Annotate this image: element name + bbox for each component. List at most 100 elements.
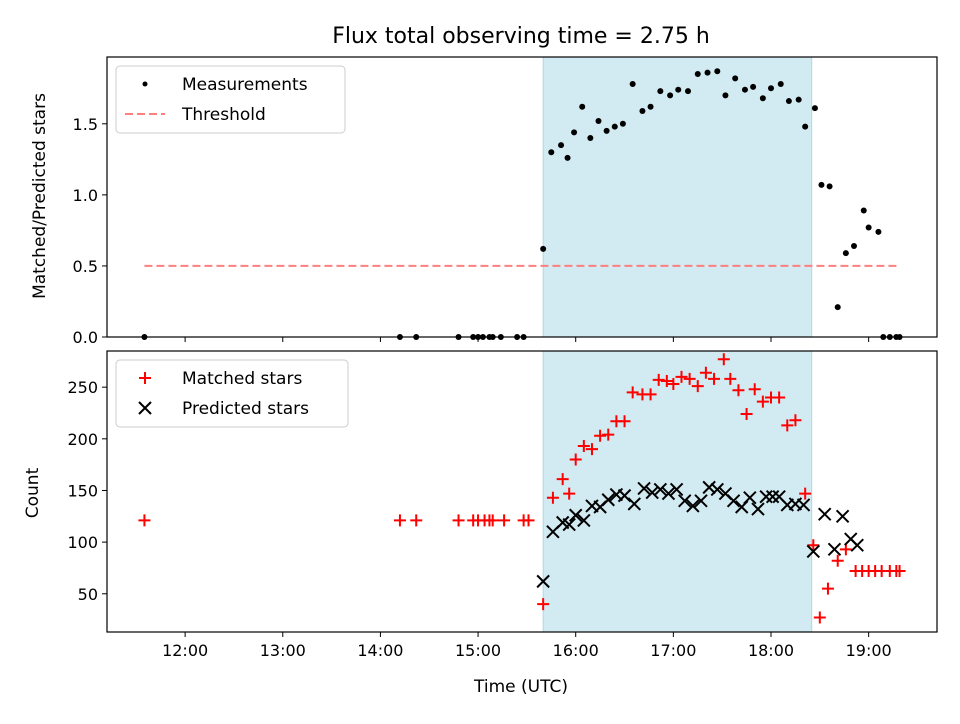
predicted-stars-point	[536, 574, 550, 589]
observing-window-shade	[542, 56, 813, 338]
measurement-point	[639, 108, 646, 115]
matched-stars-point	[699, 366, 712, 379]
measurement-point	[595, 117, 602, 124]
matched-stars-point	[537, 598, 550, 611]
y-tick-label: 100	[67, 533, 98, 552]
predicted-stars-point	[601, 493, 615, 507]
measurement-point	[851, 243, 857, 250]
measurement-point	[694, 71, 701, 78]
predicted-stars-point	[726, 494, 741, 508]
matched-stars-point	[893, 565, 906, 578]
y-tick-label: 200	[67, 430, 98, 449]
matched-stars-point	[708, 372, 721, 385]
measurement-point	[540, 245, 547, 252]
measurement-point	[647, 103, 654, 110]
matched-stars-point	[660, 374, 673, 387]
legend-label: Predicted stars	[182, 399, 309, 419]
measurement-point	[685, 88, 691, 95]
measurement-point	[579, 103, 586, 110]
legend: Measurements Threshold	[115, 65, 346, 134]
matched-stars-point	[683, 372, 696, 385]
predicted-stars-point	[562, 517, 576, 532]
matched-stars-point	[740, 408, 753, 421]
predicted-stars-point	[637, 481, 651, 496]
x-tick-label: 15:00	[455, 641, 501, 660]
top-y-axis-label: Matched/Predicted stars	[30, 93, 50, 299]
measurement-point	[722, 92, 729, 99]
matched-stars-point	[773, 391, 786, 404]
matched-stars-point	[498, 514, 511, 527]
predicted-stars-point	[743, 490, 757, 505]
matched-stars-point	[781, 419, 794, 432]
predicted-stars-point	[694, 494, 708, 508]
measurement-point	[802, 123, 809, 130]
bottom-panel: 50 100 150 200 250 12:00 13:00 14:00 15:00 16:00 1…	[67, 350, 938, 660]
matched-stars-point	[594, 429, 607, 442]
measurement-point	[714, 68, 721, 75]
measurement-point	[611, 123, 618, 130]
measurement-point	[629, 81, 636, 88]
predicted-stars-point	[653, 482, 668, 497]
measurement-point	[795, 96, 802, 103]
matched-stars-point	[569, 453, 582, 466]
x-tick-label: 17:00	[650, 641, 696, 660]
measurement-point	[603, 127, 610, 134]
measurement-point	[704, 69, 711, 76]
legend-label: Matched stars	[182, 369, 302, 389]
matched-stars-point	[717, 353, 730, 366]
x-tick-label: 12:00	[162, 641, 208, 660]
measurement-point	[865, 224, 872, 231]
measurement-point	[826, 183, 833, 190]
matched-stars-point	[618, 415, 631, 428]
predicted-stars-point	[645, 485, 659, 500]
legend-box	[115, 65, 346, 134]
matched-stars-point	[563, 487, 576, 500]
predicted-stars-point	[796, 498, 811, 512]
predicted-stars-point	[751, 502, 765, 516]
predicted-stars-point	[827, 542, 842, 557]
matched-stars-point	[452, 514, 465, 527]
matched-stars-point	[626, 386, 639, 399]
measurement-point	[741, 86, 748, 93]
matched-stars-point	[546, 491, 559, 504]
x-tick-label: 14:00	[357, 641, 403, 660]
matched-stars-point	[839, 543, 852, 556]
bottom-y-axis-label: Count	[23, 467, 43, 518]
legend-label: Threshold	[181, 105, 266, 125]
legend-measurements-marker	[142, 81, 148, 87]
predicted-stars-point	[568, 508, 583, 522]
legend-matched-marker	[139, 372, 151, 384]
measurement-point	[750, 83, 757, 90]
predicted-stars-point	[806, 544, 821, 559]
matched-stars-point	[807, 539, 820, 552]
legend-label: Measurements	[182, 75, 308, 95]
matched-stars-point	[821, 582, 834, 595]
predicted-stars-point	[686, 499, 700, 513]
measurement-point	[768, 85, 774, 92]
predicted-stars-point	[710, 482, 725, 497]
measurement-point	[548, 149, 555, 156]
x-tick-label: 13:00	[260, 641, 306, 660]
matched-stars-point	[724, 372, 737, 385]
y-tick-label: 0.5	[73, 257, 98, 276]
predicted-stars-point	[577, 513, 591, 528]
matched-stars-point	[831, 554, 844, 567]
measurement-point	[777, 81, 784, 88]
x-tick-label: 19:00	[846, 641, 892, 660]
measurement-point	[667, 92, 674, 99]
matched-stars-point	[813, 611, 826, 624]
predicted-stars-point	[627, 497, 642, 511]
matched-stars-point	[522, 514, 535, 527]
y-tick-label: 0.0	[73, 328, 98, 347]
chart-title: Flux total observing time = 2.75 h	[332, 24, 710, 49]
matched-stars-point	[393, 514, 406, 527]
matched-stars-point	[577, 440, 590, 453]
legend: Matched stars Predicted stars	[115, 359, 349, 428]
x-axis-label: Time (UTC)	[473, 677, 568, 697]
matched-stars-point	[732, 384, 745, 397]
matched-stars-point	[585, 443, 598, 456]
predicted-stars-point	[850, 538, 864, 552]
measurement-point	[834, 304, 841, 311]
y-tick-label: 250	[67, 378, 98, 397]
